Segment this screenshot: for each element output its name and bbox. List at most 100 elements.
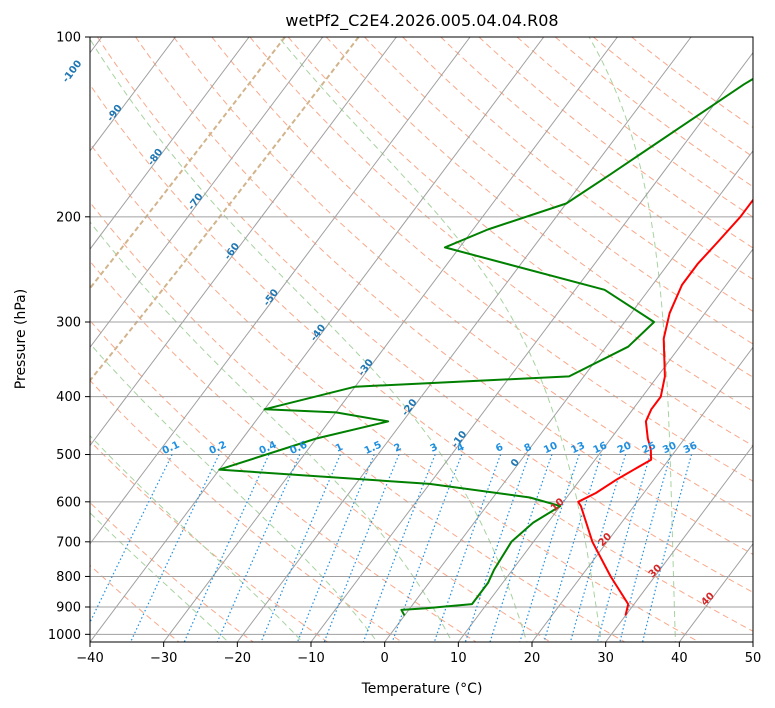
x-tick-label: 30 — [597, 651, 614, 666]
dry-adiabat-line — [90, 379, 403, 642]
mixing-ratio-line — [323, 454, 400, 642]
dry-adiabat-line — [516, 37, 753, 218]
mixing-ratio-line — [543, 454, 602, 642]
dry-adiabat-line — [173, 37, 753, 518]
mixing-ratio-line — [519, 454, 580, 642]
isotherm-line — [90, 37, 324, 349]
isotherm-line — [236, 37, 692, 642]
moist-adiabat-line — [90, 434, 304, 642]
mixing-ratio-label: 4 — [455, 442, 466, 455]
mixing-ratio-line — [619, 454, 672, 642]
isotherm-line — [384, 150, 753, 642]
x-axis: −40 −30 −20 −10 0 10 20 30 40 50 — [76, 642, 761, 666]
y-tick-label: 900 — [56, 600, 81, 615]
mixing-ratio-label: 20 — [616, 440, 633, 456]
x-tick-label: −20 — [224, 651, 251, 666]
x-tick-label: 20 — [524, 651, 541, 666]
dry-adiabat-line — [440, 37, 753, 280]
mixing-ratio-label: 10 — [542, 440, 559, 456]
mixing-ratio-label: 1 — [334, 442, 345, 455]
mixing-ratio-line — [296, 454, 375, 642]
y-axis-label: Pressure (hPa) — [13, 289, 29, 389]
mixing-ratio-label: 36 — [682, 440, 699, 456]
lcl-dashed-curve — [90, 37, 360, 383]
x-axis-label: Temperature (°C) — [361, 681, 483, 697]
y-tick-label: 300 — [56, 315, 81, 330]
y-tick-label: 600 — [56, 495, 81, 510]
dry-adiabat-line — [211, 37, 753, 482]
mixing-ratio-line — [489, 454, 553, 642]
y-tick-label: 200 — [56, 210, 81, 225]
plot-area — [90, 37, 753, 642]
dry-adiabat-line — [90, 201, 626, 642]
mixing-ratio-label: 3 — [429, 442, 440, 455]
x-tick-label: 50 — [745, 651, 762, 666]
mixing-ratio-label: 30 — [661, 440, 678, 456]
mixing-ratio-line — [129, 454, 220, 642]
mixing-ratio-label: 2 — [392, 442, 403, 455]
dry-adiabat-line — [90, 260, 552, 642]
x-tick-label: 0 — [381, 651, 389, 666]
chart-title: wetPf2_C2E4.2026.005.04.04.R08 — [285, 11, 558, 31]
dry-adiabat-line — [287, 37, 753, 412]
isotherm-line — [531, 346, 753, 642]
y-tick-label: 800 — [56, 570, 81, 585]
mixing-ratio-lines — [90, 454, 693, 642]
plot-frame — [89, 36, 754, 643]
isotherm-line — [457, 248, 753, 642]
dry-adiabat-line — [554, 37, 753, 188]
y-tick-label: 500 — [56, 448, 81, 463]
y-tick-label: 700 — [56, 535, 81, 550]
x-tick-label: −10 — [297, 651, 324, 666]
moist-adiabat-line — [90, 221, 453, 642]
mixing-ratio-line — [596, 454, 651, 642]
isotherm-line — [163, 37, 618, 642]
moist-adiabat-line — [278, 37, 602, 642]
isotherm-line — [90, 37, 545, 642]
dry-adiabat-line — [135, 37, 753, 555]
mixing-ratio-label: 6 — [494, 442, 505, 455]
y-tick-label: 100 — [56, 31, 81, 46]
mixing-ratio-line — [183, 454, 270, 642]
x-tick-label: −30 — [150, 651, 177, 666]
moist-adiabat-line — [588, 37, 676, 642]
x-tick-label: 40 — [671, 651, 688, 666]
dry-adiabat-lines — [90, 37, 753, 642]
y-tick-label: 1000 — [48, 628, 81, 643]
isotherm-line — [605, 444, 753, 642]
lcl-dashed-curves — [90, 37, 360, 383]
mixing-ratio-label: 13 — [570, 440, 587, 456]
dry-adiabat-line — [90, 319, 477, 642]
dry-adiabat-line — [325, 37, 753, 378]
isotherm-line — [90, 37, 471, 545]
moist-adiabat-line — [90, 343, 378, 642]
mixing-ratio-line — [216, 454, 301, 642]
mixing-ratio-line — [641, 454, 693, 642]
mixing-ratio-line — [260, 454, 341, 642]
sounding-profiles — [218, 77, 753, 616]
y-axis: 100 200 300 400 500 600 700 800 900 1000 — [48, 31, 90, 643]
y-tick-label: 400 — [56, 390, 81, 405]
x-tick-label: 10 — [450, 651, 467, 666]
x-tick-label: −40 — [76, 651, 103, 666]
pressure-gridlines — [90, 37, 753, 635]
isotherm-line — [90, 37, 397, 447]
isotherm-lines — [90, 37, 753, 642]
mixing-ratio-label: 25 — [641, 440, 658, 456]
isotherm-line — [90, 37, 176, 152]
lcl-dashed-curve — [90, 37, 286, 290]
dewpoint-profile-line — [218, 77, 753, 616]
dry-adiabat-line — [402, 37, 753, 312]
dry-adiabat-line — [90, 501, 255, 642]
dry-adiabat-line — [96, 37, 753, 593]
moist-adiabat-line — [90, 38, 528, 642]
mixing-ratio-label: 8 — [523, 442, 534, 455]
moist-adiabat-line — [90, 512, 230, 642]
isotherm-line — [310, 51, 753, 642]
isotherm-line — [90, 37, 250, 250]
mixing-ratio-label: 16 — [592, 440, 609, 456]
temperature-profile-line — [577, 198, 753, 616]
moist-adiabat-lines — [90, 37, 676, 642]
dry-adiabat-line — [90, 142, 701, 642]
